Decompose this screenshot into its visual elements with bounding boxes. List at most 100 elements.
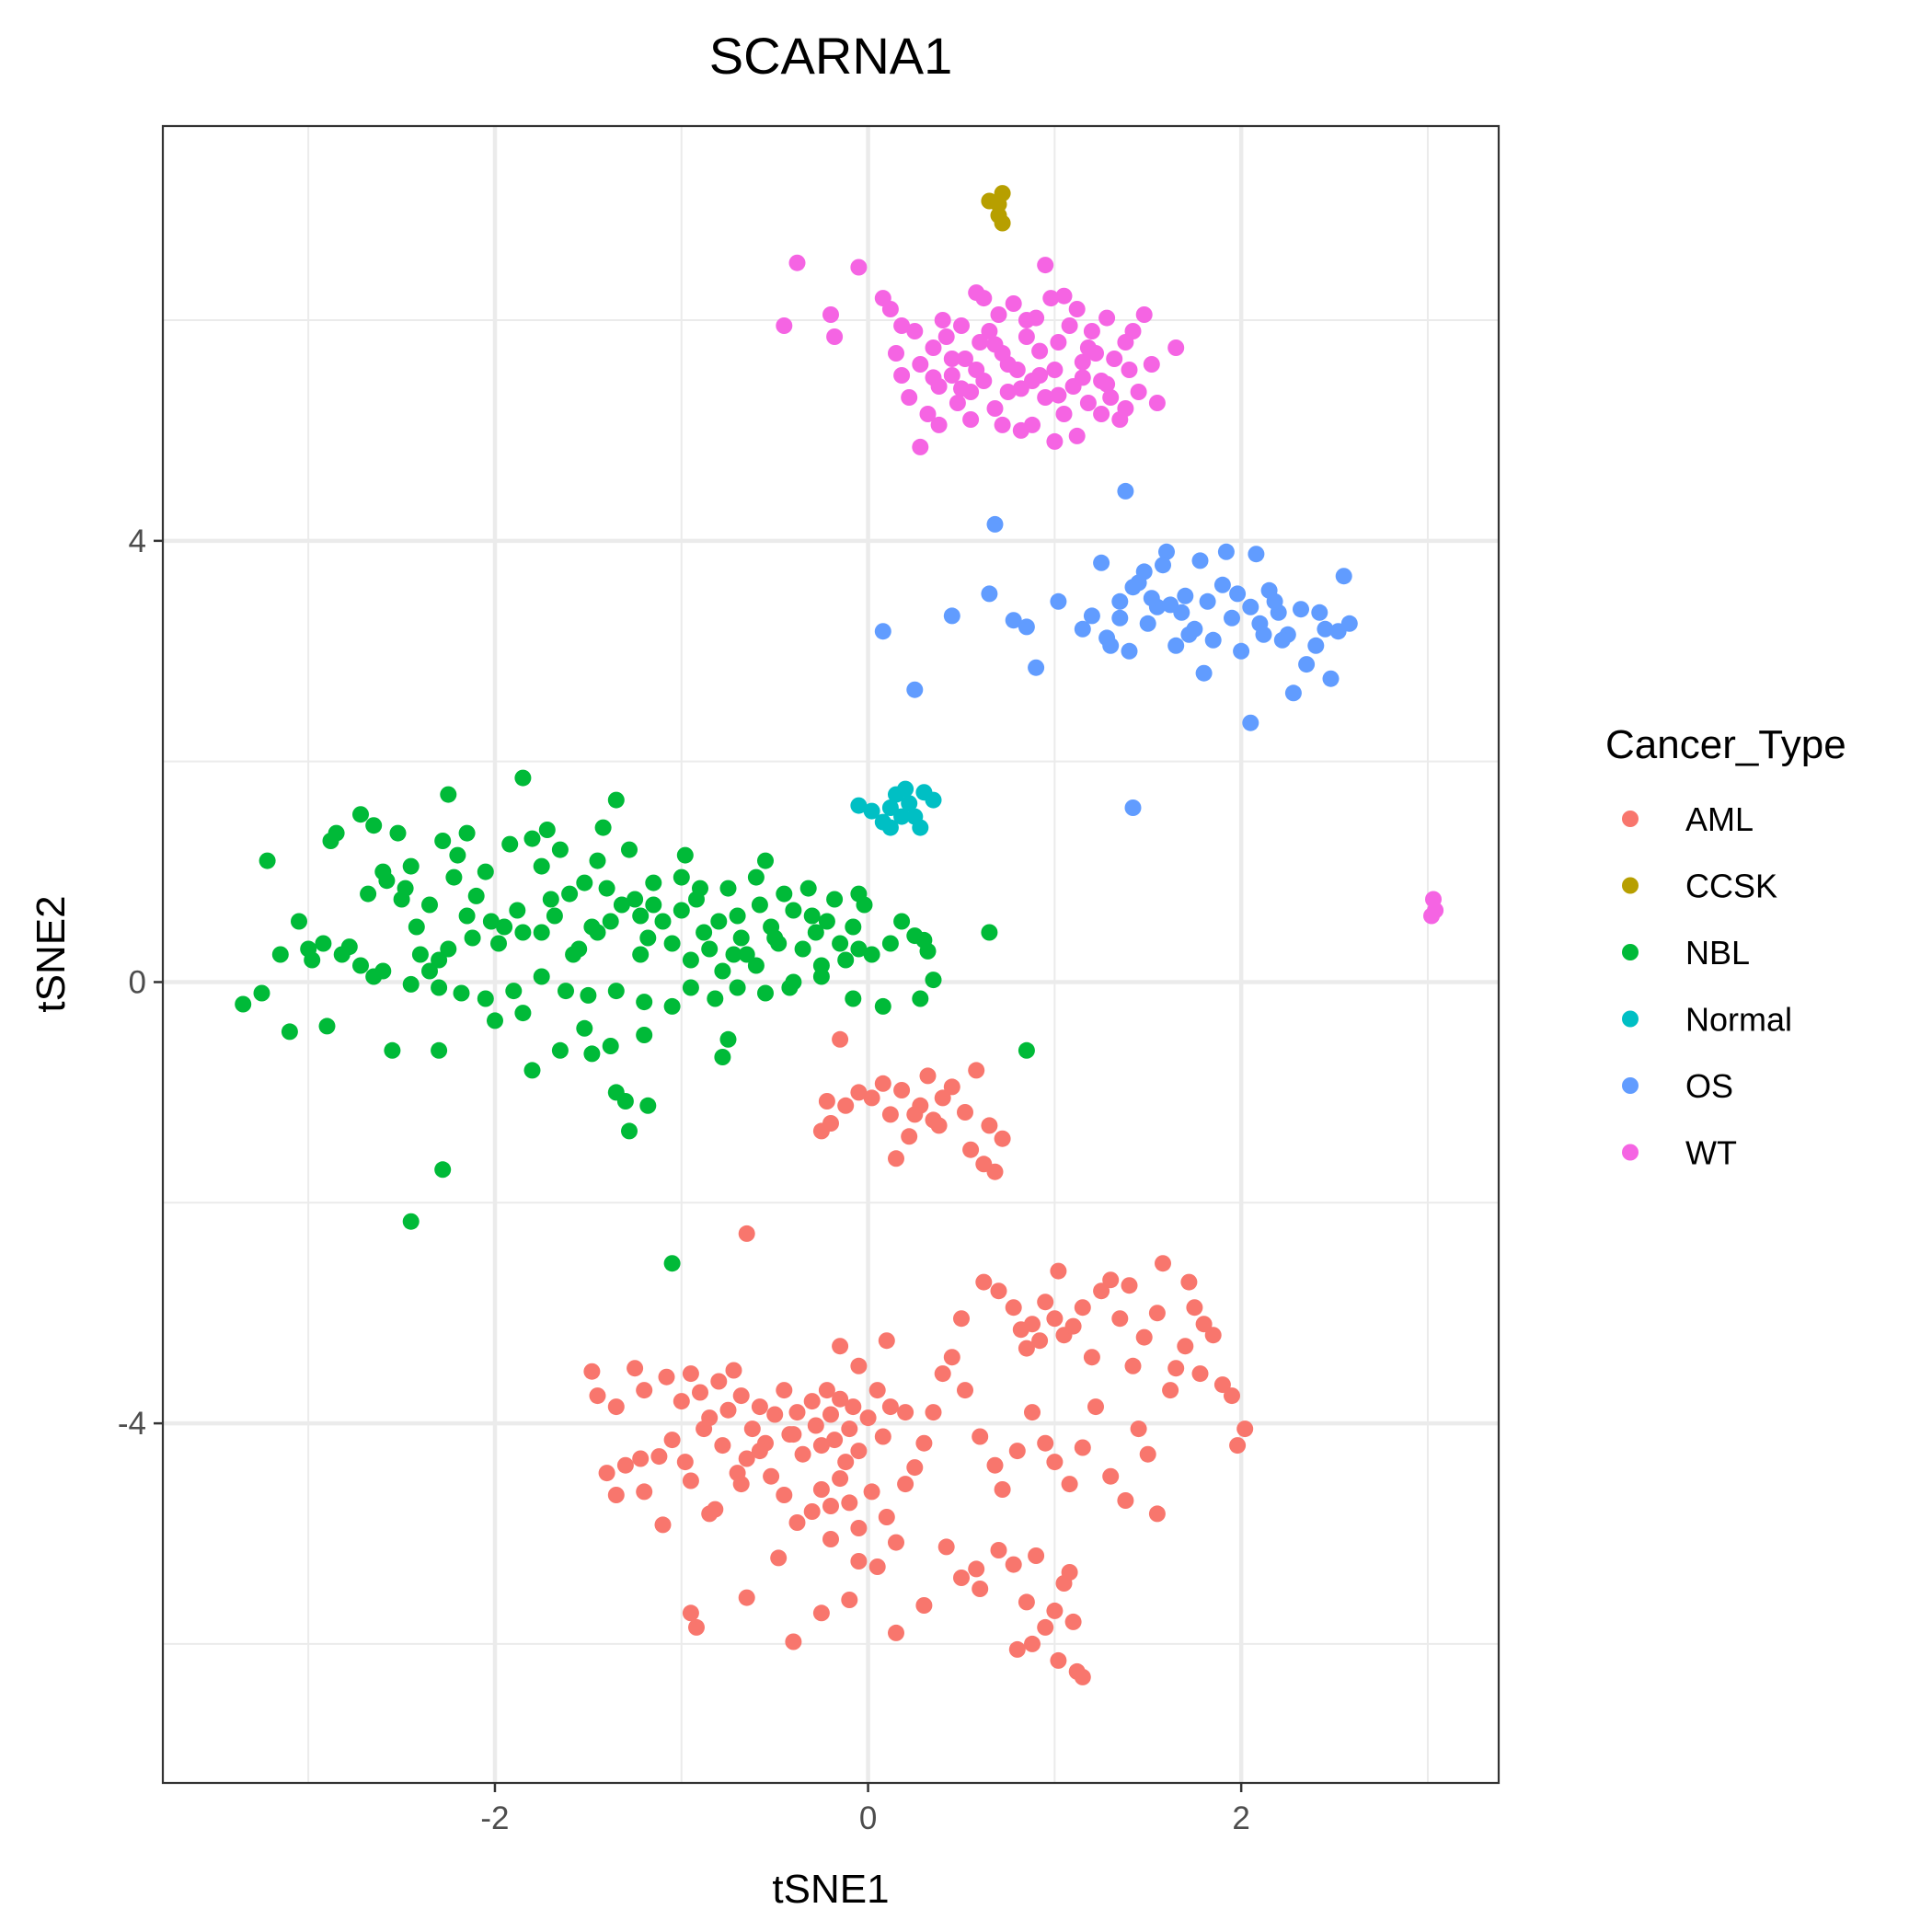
data-point — [1046, 1310, 1064, 1328]
data-point — [850, 1357, 868, 1374]
data-point — [874, 997, 891, 1015]
data-point — [1335, 568, 1352, 585]
data-point — [1186, 1299, 1203, 1317]
data-point — [962, 1141, 980, 1158]
data-point — [850, 1553, 868, 1570]
data-point — [1024, 1404, 1041, 1421]
data-point — [352, 806, 369, 823]
data-point — [906, 681, 924, 698]
data-point — [994, 1130, 1011, 1147]
data-point — [509, 902, 526, 919]
data-point — [803, 907, 821, 925]
data-point — [874, 1428, 891, 1445]
series-wt — [776, 254, 1444, 925]
data-point — [1037, 1294, 1054, 1311]
data-point — [832, 935, 849, 952]
data-point — [925, 791, 942, 809]
data-point — [919, 406, 937, 422]
data-point — [1130, 384, 1147, 400]
data-point — [912, 990, 929, 1007]
data-point — [440, 786, 457, 803]
data-point — [1098, 375, 1116, 393]
data-point — [788, 1514, 806, 1531]
legend-key-os — [1622, 1077, 1639, 1094]
data-point — [943, 351, 960, 367]
data-point — [408, 918, 425, 936]
data-point — [1093, 1282, 1110, 1300]
data-point — [1340, 615, 1358, 632]
data-point — [953, 380, 970, 397]
data-point — [616, 1456, 634, 1474]
data-point — [1124, 579, 1142, 596]
legend-key-aml — [1622, 811, 1639, 827]
data-point — [663, 997, 681, 1015]
data-point — [676, 846, 694, 864]
data-point — [352, 957, 369, 974]
data-points — [235, 185, 1444, 1685]
data-point — [496, 918, 513, 936]
data-point — [402, 857, 420, 875]
data-point — [654, 913, 672, 930]
data-point — [1148, 1505, 1166, 1523]
data-point — [458, 907, 476, 925]
data-point — [318, 1018, 336, 1035]
data-point — [925, 339, 942, 356]
data-point — [434, 833, 452, 849]
data-point — [893, 317, 911, 334]
data-point — [632, 907, 650, 925]
data-point — [1018, 328, 1035, 345]
data-point — [990, 306, 1007, 323]
data-point — [957, 351, 973, 367]
data-point — [533, 857, 550, 875]
data-point — [1098, 629, 1116, 647]
data-point — [676, 1454, 694, 1471]
data-point — [453, 984, 470, 1002]
data-point — [803, 1503, 821, 1520]
data-point — [874, 1075, 891, 1092]
data-point — [1061, 317, 1078, 334]
data-point — [850, 1443, 868, 1460]
data-point — [1224, 1387, 1240, 1405]
data-point — [1005, 1556, 1022, 1573]
data-point — [1124, 323, 1142, 339]
data-point — [696, 924, 713, 941]
data-point — [589, 1387, 606, 1405]
x-tick-label: -2 — [480, 1800, 509, 1836]
data-point — [291, 913, 307, 930]
data-point — [999, 384, 1017, 400]
data-point — [1224, 609, 1240, 627]
data-point — [757, 852, 774, 869]
data-point — [621, 841, 638, 858]
data-point — [888, 345, 904, 362]
data-point — [533, 968, 550, 985]
data-point — [235, 995, 252, 1013]
y-tick-label: 4 — [129, 523, 146, 559]
data-point — [912, 819, 929, 836]
data-point — [719, 1030, 737, 1048]
data-point — [812, 968, 830, 985]
data-point — [776, 1487, 793, 1503]
data-point — [837, 1454, 855, 1471]
data-point — [832, 1030, 849, 1048]
data-point — [1143, 590, 1160, 607]
legend-key-normal — [1622, 1010, 1639, 1028]
data-point — [888, 1624, 904, 1641]
data-point — [1012, 380, 1029, 397]
data-point — [725, 946, 742, 963]
data-point — [893, 913, 911, 930]
data-point — [1028, 659, 1045, 676]
data-point — [812, 1481, 830, 1498]
data-point — [402, 1213, 420, 1230]
data-point — [688, 1618, 705, 1636]
data-point — [682, 1472, 699, 1489]
data-point — [458, 824, 476, 842]
data-point — [710, 1373, 728, 1390]
data-point — [1018, 1593, 1035, 1611]
data-point — [1061, 1564, 1078, 1581]
data-point — [822, 1498, 839, 1514]
data-point — [523, 830, 541, 847]
data-point — [763, 1467, 780, 1485]
data-point — [490, 935, 507, 952]
data-point — [818, 1093, 835, 1110]
data-point — [1148, 1305, 1166, 1322]
